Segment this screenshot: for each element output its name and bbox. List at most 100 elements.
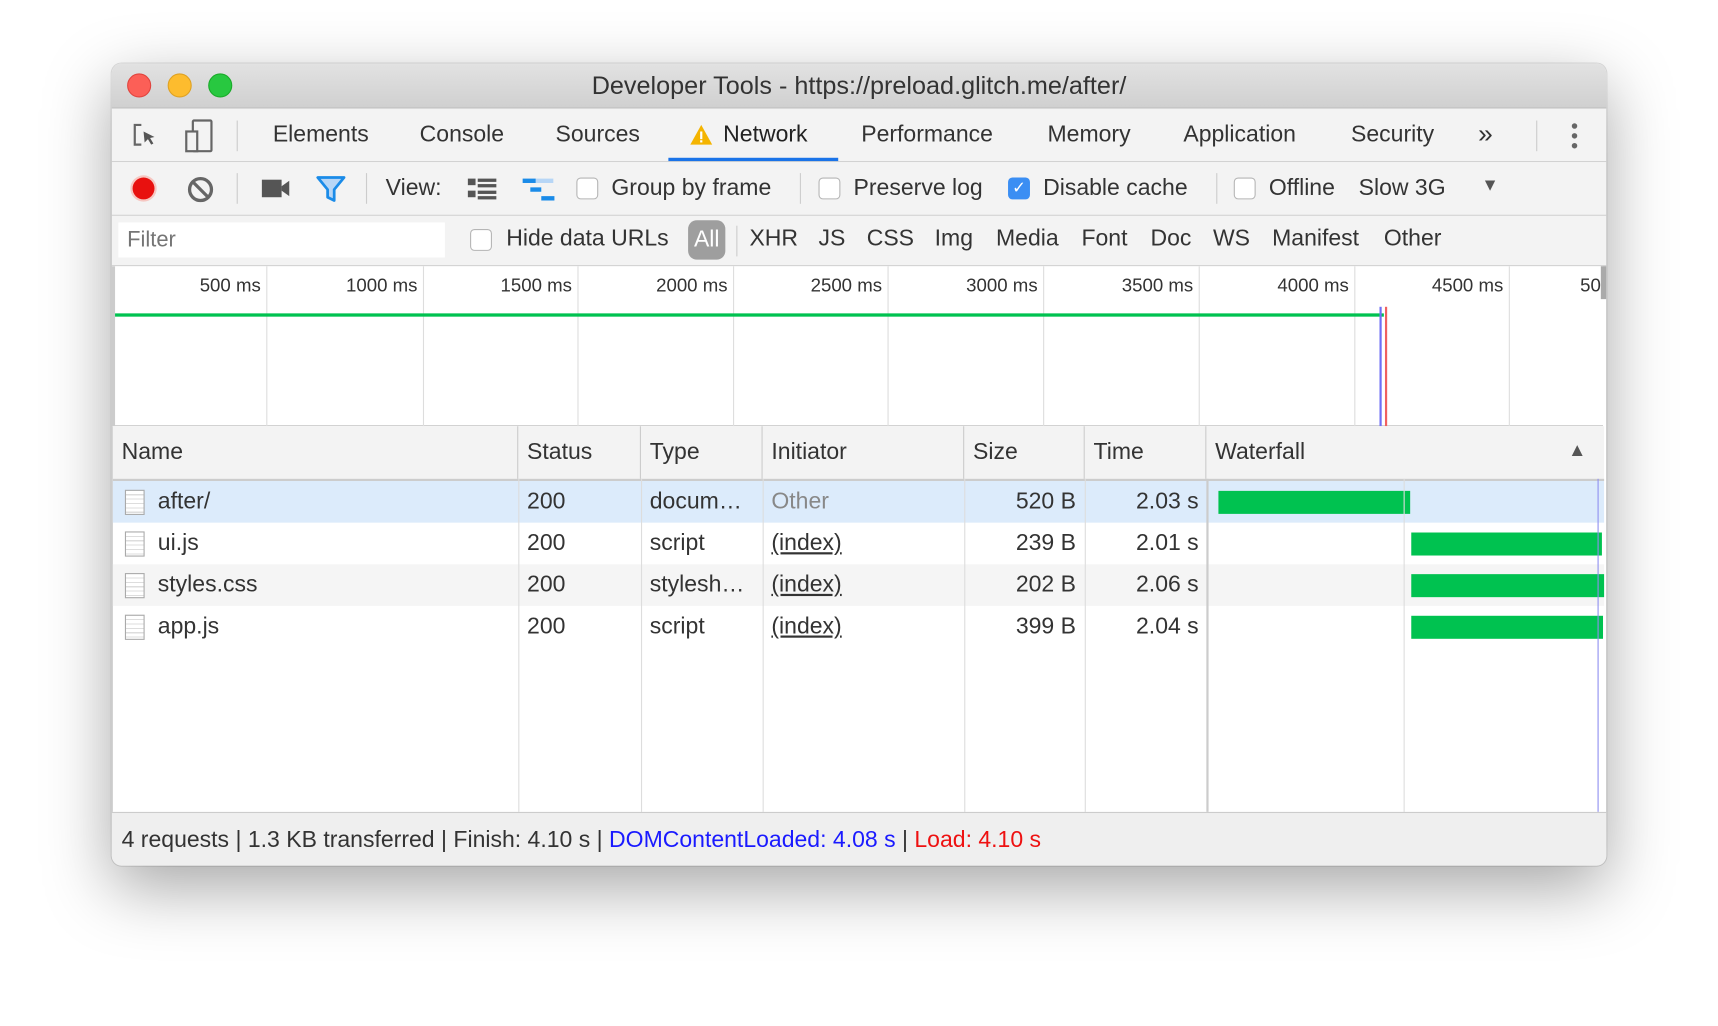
column-header-time[interactable]: Time (1085, 426, 1207, 479)
type-filter-js[interactable]: JS (818, 225, 846, 251)
request-initiator-link[interactable]: (index) (771, 613, 842, 639)
group-by-frame-checkbox[interactable] (576, 177, 599, 200)
tab-console[interactable]: Console (419, 121, 505, 147)
offline-label: Offline (1268, 175, 1335, 201)
request-time: 2.03 s (1136, 488, 1199, 514)
request-initiator-link[interactable]: (index) (771, 530, 842, 556)
warning-icon (690, 124, 713, 145)
request-status: 200 (527, 613, 566, 639)
tab-memory[interactable]: Memory (1047, 121, 1131, 147)
overview-tick: 4500 ms (1431, 275, 1504, 296)
waterfall-bar (1218, 490, 1411, 514)
type-filter-manifest[interactable]: Manifest (1272, 225, 1360, 251)
request-status: 200 (527, 530, 566, 556)
column-header-name[interactable]: Name (113, 426, 519, 479)
screenshot-camera-icon[interactable] (261, 178, 292, 200)
kebab-menu-icon[interactable] (1568, 122, 1581, 150)
timeline-overview[interactable]: 500 ms 1000 ms 1500 ms 2000 ms 2500 ms 3… (111, 266, 1607, 427)
more-tabs-button[interactable]: » (1478, 119, 1493, 150)
throttling-select[interactable]: Slow 3G (1358, 175, 1446, 201)
load-time: Load: 4.10 s (914, 827, 1042, 853)
type-filter-xhr[interactable]: XHR (749, 225, 799, 251)
column-header-status[interactable]: Status (518, 426, 641, 479)
tab-elements[interactable]: Elements (272, 121, 369, 147)
type-filter-all[interactable]: All (688, 220, 726, 260)
tab-network[interactable]: Network (723, 121, 808, 147)
type-filter-css[interactable]: CSS (866, 225, 915, 251)
dom-content-loaded-time: DOMContentLoaded: 4.08 s (609, 827, 896, 853)
stylesheet-file-icon (124, 573, 145, 599)
title-bar: Developer Tools - https://preload.glitch… (111, 63, 1607, 109)
waterfall-bar (1411, 574, 1605, 598)
filter-icon[interactable] (316, 175, 347, 203)
panel-tab-bar: Elements Console Sources Network Perform… (111, 108, 1607, 163)
request-type: docum… (649, 488, 742, 514)
separator: | (441, 827, 447, 853)
table-header: Name Status Type Initiator Size Time Wat… (112, 426, 1605, 482)
overview-waterfall-icon[interactable] (522, 178, 557, 202)
document-file-icon (124, 489, 145, 515)
minimize-window-button[interactable] (167, 73, 192, 98)
group-by-frame-label: Group by frame (611, 175, 772, 201)
request-status: 200 (527, 571, 566, 598)
overview-tick: 4000 ms (1277, 275, 1349, 296)
separator: | (596, 827, 603, 853)
dropdown-arrow-icon[interactable]: ▼ (1481, 176, 1499, 196)
close-window-button[interactable] (127, 73, 152, 98)
type-filter-img[interactable]: Img (934, 225, 973, 251)
request-size: 399 B (1015, 613, 1076, 639)
overview-tick: 50 (1580, 275, 1601, 296)
overview-tick: 3000 ms (966, 275, 1038, 296)
transferred-size: 1.3 KB transferred (247, 827, 435, 853)
column-header-initiator[interactable]: Initiator (763, 426, 965, 479)
request-name: ui.js (157, 530, 199, 556)
overview-tick: 2000 ms (656, 275, 728, 296)
type-filter-font[interactable]: Font (1081, 225, 1128, 251)
preserve-log-label: Preserve log (853, 175, 983, 201)
overview-scroll-handle[interactable] (1600, 266, 1607, 300)
tab-performance[interactable]: Performance (861, 121, 993, 147)
request-initiator-link[interactable]: (index) (771, 571, 842, 598)
request-initiator: Other (771, 488, 829, 514)
column-header-size[interactable]: Size (964, 426, 1085, 479)
tab-sources[interactable]: Sources (555, 121, 640, 147)
script-file-icon (124, 614, 145, 640)
maximize-window-button[interactable] (208, 73, 233, 98)
column-header-type[interactable]: Type (641, 426, 763, 479)
filter-input[interactable] (118, 222, 445, 258)
table-row[interactable]: app.js 200 script (index) 399 B 2.04 s (113, 606, 1604, 648)
overview-activity-bar (115, 313, 1384, 317)
disable-cache-checkbox[interactable]: ✓ (1008, 177, 1030, 200)
dom-content-loaded-marker (1379, 306, 1382, 427)
table-body: after/ 200 docum… Other 520 B 2.03 s ui.… (112, 481, 1605, 812)
type-filter-other[interactable]: Other (1383, 225, 1442, 251)
overview-tick: 1500 ms (500, 275, 572, 296)
offline-checkbox[interactable] (1233, 177, 1256, 200)
table-row[interactable]: after/ 200 docum… Other 520 B 2.03 s (112, 481, 1605, 523)
type-filter-media[interactable]: Media (995, 225, 1059, 251)
overview-tick: 500 ms (199, 275, 261, 296)
table-row[interactable]: ui.js 200 script (index) 239 B 2.01 s (113, 523, 1604, 565)
inspect-element-icon[interactable] (131, 122, 159, 150)
overview-tick: 1000 ms (346, 275, 418, 296)
type-filter-doc[interactable]: Doc (1150, 225, 1192, 251)
preserve-log-checkbox[interactable] (818, 177, 841, 200)
record-icon[interactable] (129, 174, 157, 202)
hide-data-urls-checkbox[interactable] (470, 229, 492, 251)
request-type: script (649, 530, 705, 556)
type-filter-ws[interactable]: WS (1212, 225, 1251, 251)
tab-application[interactable]: Application (1183, 121, 1296, 147)
sort-ascending-icon[interactable]: ▲ (1567, 439, 1587, 461)
devtools-window: Developer Tools - https://preload.glitch… (111, 63, 1607, 866)
tab-security[interactable]: Security (1350, 121, 1435, 147)
large-rows-icon[interactable] (467, 178, 498, 202)
separator: | (901, 827, 908, 853)
request-name: styles.css (157, 571, 258, 598)
table-row[interactable]: styles.css 200 stylesh… (index) 202 B 2.… (112, 564, 1605, 606)
device-toolbar-icon[interactable] (184, 118, 215, 153)
status-summary: 4 requests | 1.3 KB transferred | Finish… (122, 827, 1041, 853)
status-bar: 4 requests | 1.3 KB transferred | Finish… (111, 811, 1607, 866)
clear-icon[interactable] (186, 175, 214, 203)
column-header-waterfall[interactable]: Waterfall (1215, 439, 1306, 465)
finish-time: Finish: 4.10 s (453, 827, 591, 853)
